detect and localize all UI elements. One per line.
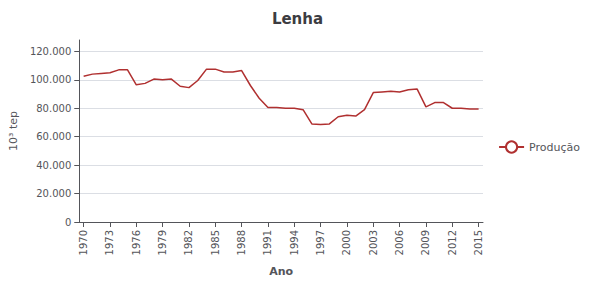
- svg-text:120.000: 120.000: [30, 46, 71, 57]
- svg-text:Lenha: Lenha: [272, 10, 323, 28]
- svg-text:1985: 1985: [210, 230, 221, 255]
- svg-text:100.000: 100.000: [30, 74, 71, 85]
- svg-text:60.000: 60.000: [36, 131, 71, 142]
- svg-text:1997: 1997: [315, 230, 326, 255]
- svg-text:1970: 1970: [78, 230, 89, 255]
- svg-text:10³ tep: 10³ tep: [7, 111, 20, 151]
- svg-text:2003: 2003: [368, 230, 379, 255]
- svg-text:1991: 1991: [262, 230, 273, 255]
- svg-text:40.000: 40.000: [36, 160, 71, 171]
- svg-text:1988: 1988: [236, 230, 247, 255]
- svg-text:2012: 2012: [447, 230, 458, 255]
- svg-text:80.000: 80.000: [36, 103, 71, 114]
- svg-text:1982: 1982: [183, 230, 194, 255]
- svg-text:Produção: Produção: [529, 141, 580, 154]
- svg-text:1976: 1976: [131, 230, 142, 255]
- svg-text:Ano: Ano: [269, 265, 293, 278]
- svg-text:20.000: 20.000: [36, 188, 71, 199]
- svg-text:0: 0: [65, 217, 71, 228]
- svg-text:2015: 2015: [473, 230, 484, 255]
- svg-text:2000: 2000: [341, 230, 352, 255]
- svg-text:1979: 1979: [157, 230, 168, 255]
- svg-text:1994: 1994: [289, 230, 300, 255]
- svg-text:2006: 2006: [394, 230, 405, 255]
- svg-text:2009: 2009: [420, 230, 431, 255]
- svg-text:1973: 1973: [104, 230, 115, 255]
